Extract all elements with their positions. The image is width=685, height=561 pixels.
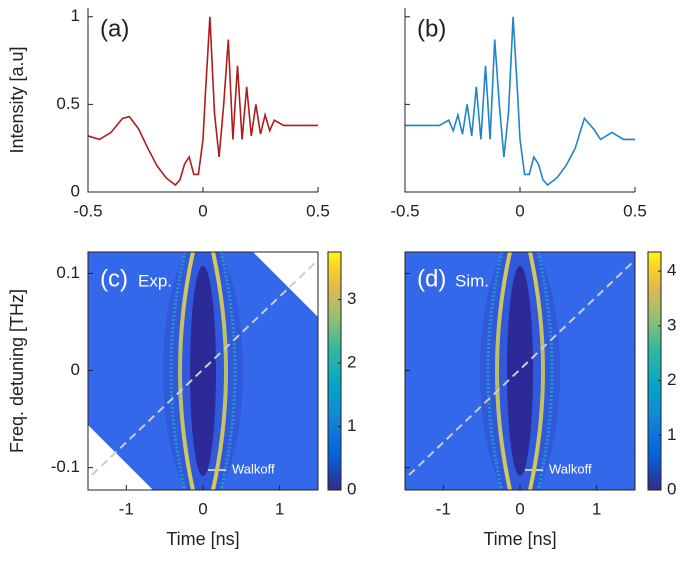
x-tick-label: 0.5 — [623, 201, 647, 220]
masked-corner — [88, 425, 153, 490]
y-tick-label: 0 — [71, 360, 80, 379]
colorbar-tick-label: 2 — [347, 353, 356, 372]
colorbar-tick-label: 3 — [667, 315, 676, 334]
x-tick-label: 0 — [515, 499, 524, 518]
x-axis-label: Time [ns] — [483, 529, 556, 549]
colorbar-tick-label: 1 — [347, 416, 356, 435]
heatmap-band — [169, 252, 187, 490]
heatmap-core — [190, 266, 216, 476]
panel-label: (d) — [417, 265, 446, 292]
heatmap-image — [405, 252, 635, 490]
colorbar-tick-label: 0 — [347, 479, 356, 498]
x-tick-label: 0.5 — [306, 201, 330, 220]
colorbar — [327, 251, 342, 491]
heatmap-band — [536, 252, 554, 490]
x-tick-label: -1 — [119, 499, 134, 518]
legend-label: Walkoff — [232, 461, 275, 476]
heatmap-image — [88, 252, 318, 490]
heatmap-band — [178, 252, 195, 490]
heatmap-band — [495, 252, 512, 490]
panel-label: (a) — [100, 15, 129, 42]
y-axis-label: Freq. detuning [THz] — [7, 289, 27, 453]
heatmap-band — [486, 252, 504, 490]
colorbar-tick-label: 4 — [667, 261, 676, 280]
panel-label: (c) — [100, 265, 128, 292]
x-tick-label: 0 — [198, 499, 207, 518]
colorbar-tick-label: 3 — [347, 289, 356, 308]
y-tick-label: 0 — [71, 181, 80, 200]
x-axis-label: Time [ns] — [166, 529, 239, 549]
y-tick-label: 0.1 — [56, 263, 80, 282]
y-tick-label: -0.1 — [51, 457, 80, 476]
colorbar-tick-label: 0 — [667, 479, 676, 498]
heatmap-band — [211, 252, 228, 490]
x-tick-label: -0.5 — [73, 201, 102, 220]
y-axis-label: Intensity [a.u] — [7, 46, 27, 153]
heatmap-core — [507, 266, 533, 476]
heatmap-band — [528, 252, 545, 490]
legend-label: Walkoff — [549, 461, 592, 476]
y-tick-label: 1 — [71, 6, 80, 25]
x-tick-label: 1 — [275, 499, 284, 518]
colorbar — [647, 251, 662, 491]
panel-label: (b) — [417, 15, 446, 42]
colorbar-tick-label: 1 — [667, 425, 676, 444]
x-tick-label: 0 — [198, 201, 207, 220]
x-tick-label: 1 — [592, 499, 601, 518]
annotation: Exp. — [138, 271, 172, 290]
heatmap-band — [219, 252, 237, 490]
x-tick-label: -0.5 — [390, 201, 419, 220]
data-line — [87, 16, 318, 187]
annotation: Sim. — [455, 271, 489, 290]
masked-corner — [253, 252, 318, 317]
colorbar-tick-label: 2 — [667, 370, 676, 389]
data-line — [405, 16, 635, 187]
y-tick-label: 0.5 — [56, 94, 80, 113]
x-tick-label: 0 — [515, 201, 524, 220]
x-tick-label: -1 — [436, 499, 451, 518]
